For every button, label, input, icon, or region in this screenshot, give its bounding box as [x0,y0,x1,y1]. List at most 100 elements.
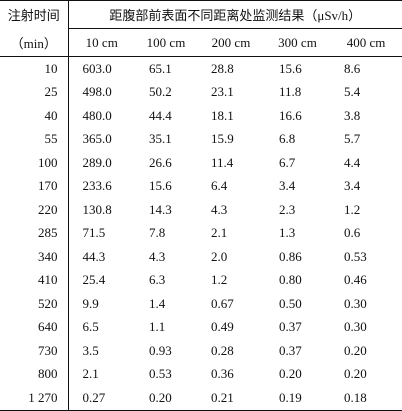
table-row: 100 289.0 26.6 11.4 6.7 4.4 [0,151,402,175]
value-cell: 233.6 [82,178,112,194]
time-cell: 410 [0,268,69,292]
value-cell: 28.8 [211,60,234,76]
value-cell: 0.53 [344,248,367,264]
value-cell: 0.20 [279,366,302,382]
value-cell: 0.27 [68,386,135,411]
table-row: 640 6.5 1.1 0.49 0.37 0.30 [0,315,402,339]
value-cell: 9.9 [82,295,99,311]
time-cell: 170 [0,174,69,198]
value-cell: 4.3 [211,201,228,217]
time-cell: 285 [0,221,69,245]
value-cell: 0.36 [211,366,234,382]
value-cell: 0.30 [344,319,367,335]
value-cell: 289.0 [82,154,112,170]
header-row: 注射时间 距腹部前表面不同距离处监测结果（μSv/h） [0,0,402,29]
value-cell: 0.6 [344,225,361,241]
distance-header: 400 cm [330,28,402,57]
value-cell: 0.53 [149,366,172,382]
time-cell: 55 [0,127,69,151]
value-cell: 130.8 [82,201,112,217]
value-cell: 0.49 [211,319,234,335]
header-row: （min） 10 cm 100 cm 200 cm 300 cm 400 cm [0,28,402,57]
value-cell: 0.18 [330,386,402,411]
value-cell: 6.7 [279,154,296,170]
value-cell: 44.3 [82,248,106,264]
value-cell: 5.4 [344,84,361,100]
value-cell: 0.93 [149,342,172,358]
table-row: 220 130.8 14.3 4.3 2.3 1.2 [0,198,402,222]
time-cell: 520 [0,292,69,316]
table-row: 10 603.0 65.1 28.8 15.6 8.6 [0,56,402,81]
time-cell: 1 270 [0,386,69,411]
value-cell: 0.46 [344,272,367,288]
value-cell: 0.20 [135,386,197,411]
value-cell: 1.2 [211,272,228,288]
table-row: 170 233.6 15.6 6.4 3.4 3.4 [0,174,402,198]
value-cell: 14.3 [149,201,172,217]
value-cell: 0.80 [279,272,302,288]
value-cell: 3.5 [82,342,99,358]
value-cell: 15.6 [149,178,172,194]
value-cell: 26.6 [149,154,172,170]
distance-header: 200 cm [197,28,265,57]
table-row: 1 270 0.27 0.20 0.21 0.19 0.18 [0,386,402,411]
value-cell: 11.8 [279,84,302,100]
value-cell: 23.1 [211,84,234,100]
value-cell: 0.30 [344,295,367,311]
value-cell: 0.19 [265,386,330,411]
value-cell: 4.3 [149,248,166,264]
table-row: 55 365.0 35.1 15.9 6.8 5.7 [0,127,402,151]
value-cell: 44.4 [149,107,172,123]
value-cell: 15.9 [211,131,234,147]
value-cell: 0.50 [279,295,302,311]
value-cell: 1.1 [149,319,166,335]
time-cell: 340 [0,245,69,269]
value-cell: 0.20 [344,366,367,382]
value-cell: 50.2 [149,84,172,100]
value-cell: 603.0 [82,60,112,76]
time-cell: 640 [0,315,69,339]
value-cell: 0.37 [279,319,302,335]
value-cell: 2.3 [279,201,296,217]
value-cell: 0.37 [279,342,302,358]
value-cell: 2.0 [211,248,228,264]
value-cell: 2.1 [82,366,99,382]
value-cell: 3.8 [344,107,361,123]
value-cell: 11.4 [211,154,234,170]
table-row: 25 498.0 50.2 23.1 11.8 5.4 [0,80,402,104]
value-cell: 0.28 [211,342,234,358]
table-row: 40 480.0 44.4 18.1 16.6 3.8 [0,104,402,128]
value-cell: 15.6 [279,60,302,76]
value-cell: 18.1 [211,107,234,123]
table-row: 410 25.4 6.3 1.2 0.80 0.46 [0,268,402,292]
value-cell: 0.86 [279,248,302,264]
value-cell: 6.4 [211,178,228,194]
value-cell: 35.1 [149,131,172,147]
time-unit: （min） [0,28,69,57]
distance-header: 100 cm [135,28,197,57]
table-body: 10 603.0 65.1 28.8 15.6 8.6 25 498.0 50.2 23.1 11.… [0,56,402,411]
distance-header: 300 cm [265,28,330,57]
table-row: 800 2.1 0.53 0.36 0.20 0.20 [0,362,402,386]
value-cell: 0.20 [344,342,367,358]
time-cell: 730 [0,339,69,363]
value-cell: 0.67 [211,295,234,311]
value-cell: 365.0 [82,131,112,147]
value-cell: 71.5 [82,225,106,241]
value-cell: 25.4 [82,272,106,288]
value-cell: 65.1 [149,60,172,76]
value-cell: 7.8 [149,225,166,241]
value-cell: 498.0 [82,84,112,100]
table-row: 285 71.5 7.8 2.1 1.3 0.6 [0,221,402,245]
time-cell: 100 [0,151,69,175]
value-cell: 1.2 [344,201,361,217]
time-label: 注射时间 [0,0,69,29]
value-cell: 6.5 [82,319,99,335]
time-cell: 10 [0,56,69,81]
value-cell: 1.3 [279,225,296,241]
value-cell: 4.4 [344,154,361,170]
value-cell: 6.3 [149,272,166,288]
group-label: 距腹部前表面不同距离处监测结果（μSv/h） [68,0,402,29]
time-cell: 800 [0,362,69,386]
